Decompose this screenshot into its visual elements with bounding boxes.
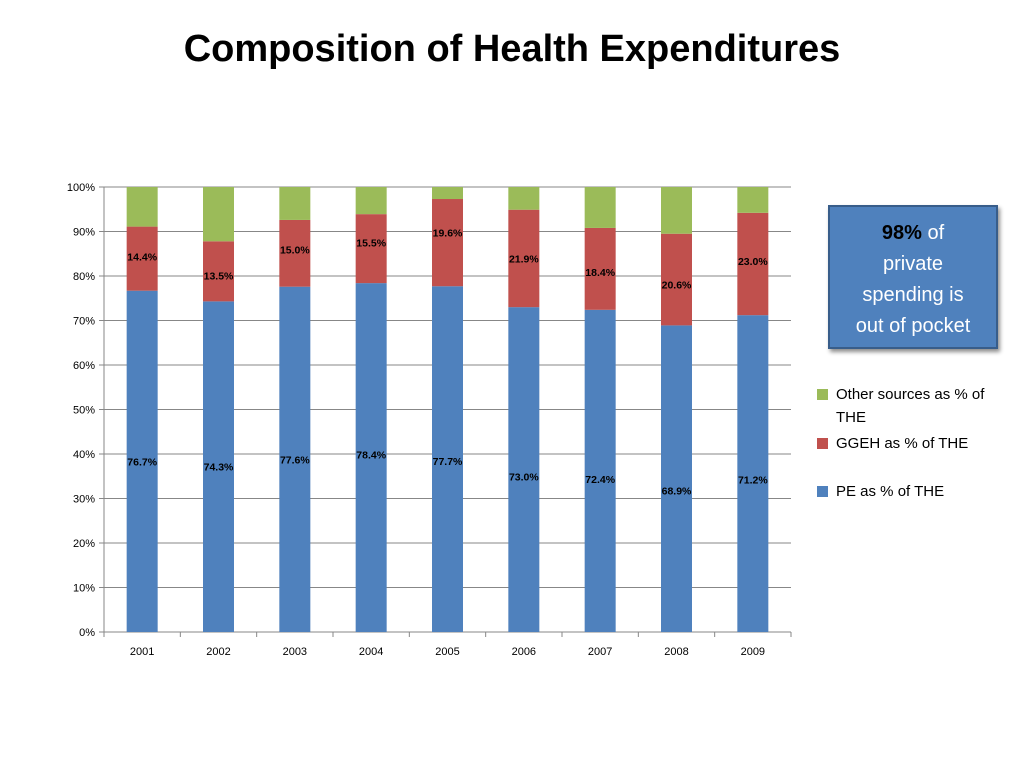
- x-tick-label: 2009: [741, 646, 765, 658]
- x-tick-label: 2003: [283, 646, 307, 658]
- bar-ggeh-2008: [661, 233, 692, 326]
- callout-line-2: private: [882, 253, 944, 275]
- callout-line-4: out of pocket: [855, 315, 971, 337]
- callout-line-1-rest: of: [921, 222, 945, 244]
- bar-other-2003: [279, 187, 311, 220]
- bar-other-2009: [737, 187, 769, 213]
- bar-other-2004: [355, 187, 387, 215]
- bar-ggeh-2001: [126, 226, 158, 291]
- y-tick-label: 30%: [73, 494, 95, 506]
- data-label: 18.4%: [585, 267, 615, 279]
- bar-ggeh-2005: [432, 199, 463, 287]
- legend-swatch-pe: [817, 486, 828, 497]
- bar-pe-2002: [203, 301, 234, 632]
- data-label: 19.6%: [433, 228, 463, 240]
- data-label: 76.7%: [127, 456, 157, 468]
- bar-pe-2009: [737, 315, 769, 632]
- x-tick-label: 2001: [130, 646, 154, 658]
- legend-label-other: Other sources as % of THE: [836, 386, 985, 426]
- x-tick-label: 2002: [206, 646, 230, 658]
- y-tick-label: 20%: [73, 538, 95, 550]
- x-tick-label: 2008: [664, 646, 688, 658]
- x-tick-label: 2005: [435, 646, 459, 658]
- y-tick-label: 90%: [73, 227, 95, 239]
- data-label: 21.9%: [509, 253, 539, 265]
- data-label: 14.4%: [127, 252, 157, 264]
- bar-pe-2006: [508, 307, 540, 632]
- bar-other-2005: [432, 187, 463, 200]
- callout-highlight: 98%: [881, 222, 922, 244]
- bar-other-2008: [661, 187, 692, 234]
- y-tick-label: 70%: [73, 316, 95, 328]
- y-tick-label: 0%: [79, 627, 95, 639]
- bar-ggeh-2009: [737, 212, 769, 316]
- bar-ggeh-2007: [584, 227, 616, 310]
- bar-pe-2007: [584, 309, 616, 632]
- bar-ggeh-2006: [508, 209, 540, 308]
- callout-line-3: spending is: [862, 284, 964, 306]
- legend-swatch-other: [817, 389, 828, 400]
- data-label: 23.0%: [738, 256, 768, 268]
- data-label: 77.6%: [280, 454, 310, 466]
- data-label: 13.5%: [204, 270, 234, 282]
- callout-line-1: 98% of: [830, 218, 996, 249]
- bar-pe-2004: [355, 283, 387, 632]
- data-label: 68.9%: [662, 486, 692, 498]
- bar-pe-2003: [279, 286, 311, 632]
- bar-pe-2001: [126, 290, 158, 632]
- x-tick-label: 2004: [359, 646, 383, 658]
- data-label: 15.0%: [280, 244, 310, 256]
- bar-other-2001: [126, 187, 158, 227]
- bar-other-2002: [203, 187, 234, 242]
- private-spending-callout: 98% of private spending is out of pocket: [828, 205, 998, 349]
- x-tick-label: 2007: [588, 646, 612, 658]
- y-tick-label: 40%: [73, 449, 95, 461]
- bar-ggeh-2004: [355, 214, 387, 284]
- data-label: 20.6%: [662, 280, 692, 292]
- y-tick-label: 100%: [67, 182, 95, 194]
- data-label: 72.4%: [585, 474, 615, 486]
- bar-pe-2008: [661, 325, 692, 632]
- legend-label-pe: PE as % of THE: [836, 483, 945, 500]
- x-tick-label: 2006: [512, 646, 536, 658]
- legend-label-ggeh: GGEH as % of THE: [836, 435, 969, 452]
- data-label: 15.5%: [356, 238, 386, 250]
- y-tick-label: 60%: [73, 360, 95, 372]
- slide-title: Composition of Health Expenditures: [183, 28, 841, 70]
- bar-pe-2005: [432, 286, 463, 632]
- y-tick-label: 10%: [73, 583, 95, 595]
- y-tick-label: 80%: [73, 271, 95, 283]
- data-label: 71.2%: [738, 475, 768, 487]
- bar-ggeh-2003: [279, 219, 311, 287]
- bar-other-2007: [584, 187, 616, 228]
- y-tick-label: 50%: [73, 405, 95, 417]
- bar-other-2006: [508, 187, 540, 210]
- bar-ggeh-2002: [203, 241, 234, 302]
- data-label: 74.3%: [204, 462, 234, 474]
- data-label: 77.7%: [433, 456, 463, 468]
- data-label: 78.4%: [356, 450, 386, 462]
- legend-swatch-ggeh: [817, 438, 828, 449]
- data-label: 73.0%: [509, 472, 539, 484]
